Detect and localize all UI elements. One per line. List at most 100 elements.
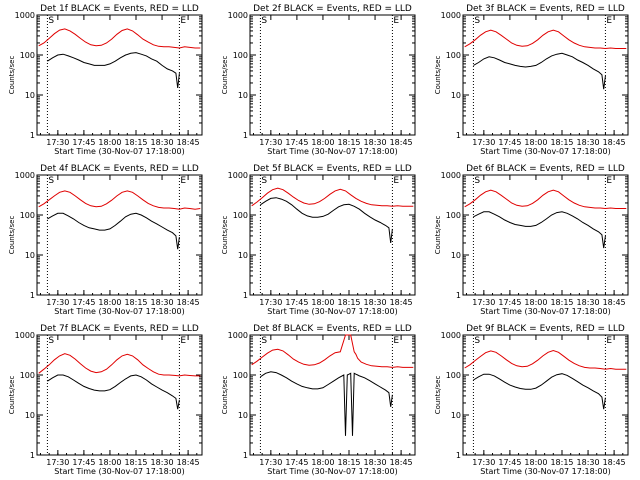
x-tick-label: 17:45 (285, 298, 308, 307)
x-axis-label: Start Time (30-Nov-07 17:18:00) (480, 467, 610, 476)
x-tick-label: 17:45 (285, 138, 308, 147)
x-tick-label: 18:15 (124, 138, 147, 147)
panel-det-3: Det 3f BLACK = Events, RED = LLD 1 10 100 10… (434, 4, 629, 156)
y-tick-label: 10 (238, 411, 248, 420)
x-tick-label: 18:00 (524, 298, 547, 307)
series-black-line (260, 371, 393, 436)
panel-det-4: Det 4f BLACK = Events, RED = LLD 1 10 100 10… (8, 164, 203, 316)
x-axis-label: Start Time (30-Nov-07 17:18:00) (480, 147, 610, 156)
end-marker-label: E (606, 16, 612, 26)
series-black-line (473, 373, 606, 410)
x-tick-label: 18:15 (550, 138, 573, 147)
start-marker-label: S (261, 176, 267, 186)
x-tick-label: 18:30 (577, 458, 600, 467)
series-black-line (473, 52, 606, 90)
x-tick-label: 18:30 (151, 298, 174, 307)
y-tick-label: 10 (238, 251, 248, 260)
x-tick-label: 18:45 (603, 138, 626, 147)
y-axis-label: Counts/sec (221, 216, 229, 255)
panel-title: Det 1f BLACK = Events, RED = LLD (40, 4, 199, 14)
x-tick-label: 17:30 (472, 458, 495, 467)
y-tick-label: 100 (233, 51, 248, 60)
y-tick-label: 100 (233, 371, 248, 380)
x-tick-label: 18:30 (151, 458, 174, 467)
x-tick-label: 18:15 (550, 458, 573, 467)
x-axis-label: Start Time (30-Nov-07 17:18:00) (267, 467, 397, 476)
y-tick-label: 1 (30, 291, 35, 300)
start-marker-label: S (261, 16, 267, 26)
start-marker-label: S (474, 16, 480, 26)
x-tick-label: 17:45 (72, 298, 95, 307)
x-tick-label: 17:45 (498, 138, 521, 147)
x-tick-label: 17:45 (285, 458, 308, 467)
x-tick-label: 17:45 (72, 458, 95, 467)
x-tick-label: 18:45 (177, 298, 200, 307)
panel-det-8: Det 8f BLACK = Events, RED = LLD 1 10 100 10… (221, 324, 416, 476)
plot-frame (249, 14, 416, 136)
x-axis-label: Start Time (30-Nov-07 17:18:00) (54, 307, 184, 316)
y-tick-label: 10 (25, 91, 35, 100)
x-tick-label: 18:45 (390, 458, 413, 467)
y-tick-label: 10 (25, 251, 35, 260)
x-axis-label: Start Time (30-Nov-07 17:18:00) (480, 307, 610, 316)
series-black-line (473, 211, 606, 249)
panel-title: Det 7f BLACK = Events, RED = LLD (40, 324, 199, 334)
y-tick-label: 10 (451, 411, 461, 420)
x-tick-label: 18:00 (524, 458, 547, 467)
y-tick-label: 1 (243, 131, 248, 140)
panel-det-6: Det 6f BLACK = Events, RED = LLD 1 10 100 10… (434, 164, 629, 316)
panel-title: Det 5f BLACK = Events, RED = LLD (253, 164, 412, 174)
panel-det-2: Det 2f BLACK = Events, RED = LLD 1 10 100 10… (221, 4, 416, 156)
x-tick-label: 17:30 (46, 298, 69, 307)
y-tick-label: 1 (456, 291, 461, 300)
start-marker-label: S (48, 336, 54, 346)
plot-frame (36, 14, 203, 136)
x-tick-label: 18:00 (311, 458, 334, 467)
panel-det-7: Det 7f BLACK = Events, RED = LLD 1 10 100 10… (8, 324, 203, 476)
x-tick-label: 18:15 (337, 138, 360, 147)
y-tick-label: 1 (30, 131, 35, 140)
y-tick-label: 1 (243, 451, 248, 460)
plot-frame (36, 334, 203, 456)
x-tick-label: 18:00 (98, 298, 121, 307)
end-marker-label: E (606, 176, 612, 186)
y-axis-label: Counts/sec (221, 376, 229, 415)
series-red-line (251, 334, 414, 368)
x-tick-label: 18:30 (577, 298, 600, 307)
series-red-line (464, 189, 627, 210)
x-tick-label: 17:45 (72, 138, 95, 147)
panel-title: Det 2f BLACK = Events, RED = LLD (253, 4, 412, 14)
y-axis-label: Counts/sec (434, 56, 442, 95)
x-axis-label: Start Time (30-Nov-07 17:18:00) (54, 147, 184, 156)
x-tick-label: 18:45 (177, 458, 200, 467)
series-red-line (38, 353, 201, 377)
y-tick-label: 1000 (228, 11, 248, 20)
y-tick-label: 1000 (228, 331, 248, 340)
panel-title: Det 9f BLACK = Events, RED = LLD (466, 324, 625, 334)
y-tick-label: 1 (30, 451, 35, 460)
panel-det-9: Det 9f BLACK = Events, RED = LLD 1 10 100 10… (434, 324, 629, 476)
y-axis-label: Counts/sec (8, 216, 16, 255)
y-tick-label: 1 (243, 291, 248, 300)
x-tick-label: 18:45 (390, 138, 413, 147)
x-axis-label: Start Time (30-Nov-07 17:18:00) (267, 307, 397, 316)
x-tick-label: 18:30 (151, 138, 174, 147)
panel-det-5: Det 5f BLACK = Events, RED = LLD 1 10 100 10… (221, 164, 416, 316)
x-tick-label: 17:30 (472, 138, 495, 147)
series-red-line (38, 28, 201, 49)
x-tick-label: 18:00 (524, 138, 547, 147)
series-black-line (47, 374, 180, 410)
x-tick-label: 18:30 (364, 138, 387, 147)
x-tick-label: 18:30 (577, 138, 600, 147)
series-black-line (47, 52, 180, 89)
end-marker-label: E (180, 16, 186, 26)
start-marker-label: S (474, 336, 480, 346)
start-marker-label: S (48, 176, 54, 186)
x-tick-label: 18:30 (364, 458, 387, 467)
x-tick-label: 18:15 (337, 458, 360, 467)
plot-frame (249, 174, 416, 296)
y-tick-label: 100 (20, 371, 35, 380)
x-tick-label: 17:45 (498, 458, 521, 467)
x-tick-label: 18:30 (364, 298, 387, 307)
